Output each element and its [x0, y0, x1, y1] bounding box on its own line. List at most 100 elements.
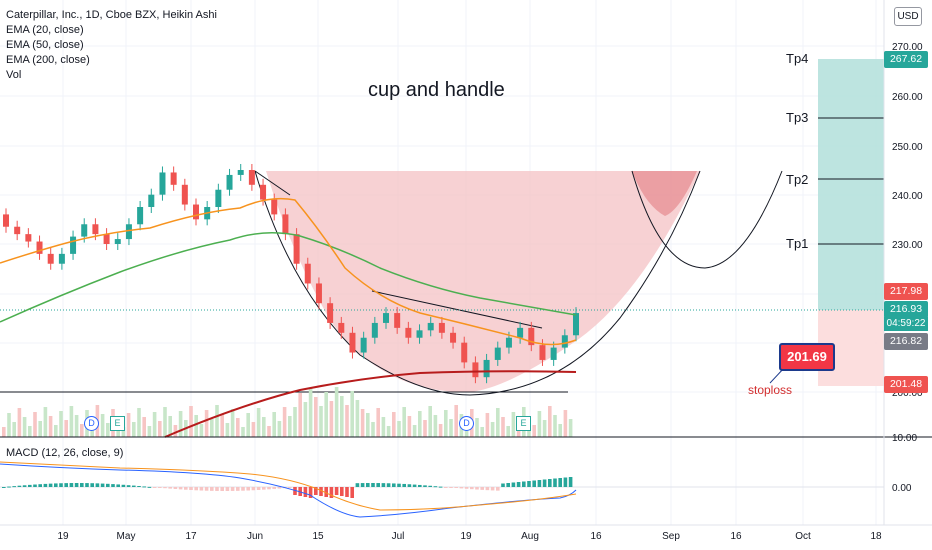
macd-hist-bar	[28, 484, 32, 487]
currency-button[interactable]: USD	[894, 7, 922, 26]
macd-hist-bar	[215, 487, 219, 491]
macd-line[interactable]	[0, 463, 577, 518]
macd-tick-10: 10.00	[892, 433, 917, 444]
macd-hist-bar	[470, 487, 474, 490]
indicator-legend: Caterpillar, Inc., 1D, Cboe BZX, Heikin …	[6, 8, 217, 83]
handle-projection-curve[interactable]	[631, 170, 783, 269]
candle-body	[14, 226, 21, 235]
volume-bar	[340, 396, 344, 437]
macd-hist-bar	[418, 484, 422, 487]
macd-hist-bar	[272, 487, 276, 489]
macd-hist-bar	[178, 487, 183, 490]
ema-50-line[interactable]	[0, 232, 577, 323]
candle-body	[327, 303, 334, 323]
candle-body	[438, 322, 445, 333]
time-tick-18: 18	[870, 531, 882, 542]
volume-bar	[282, 407, 287, 437]
cup-pattern-fill[interactable]	[266, 171, 700, 392]
legend-ema200[interactable]: EMA (200, close)	[6, 54, 90, 66]
candle-body	[58, 253, 65, 264]
macd-hist-bar	[490, 487, 495, 491]
candle-body	[3, 214, 9, 227]
volume-bar	[272, 412, 276, 437]
candle-body	[170, 172, 177, 185]
ema-200-line[interactable]	[164, 370, 577, 438]
volume-bar	[490, 422, 495, 437]
volume-bar	[241, 427, 245, 437]
candle-body	[293, 234, 300, 264]
macd-hist-bar	[501, 483, 505, 487]
macd-hist-bar	[314, 487, 318, 495]
handle-projection-fill[interactable]	[632, 171, 697, 216]
legend-ema20[interactable]: EMA (20, close)	[6, 24, 84, 36]
macd-hist-bar	[532, 480, 536, 487]
stoploss-value-box[interactable]: 201.69	[779, 343, 835, 371]
volume-bar	[236, 418, 240, 437]
target-zone[interactable]	[818, 59, 884, 310]
candle-body	[450, 332, 457, 343]
macd-hist-bar	[210, 487, 214, 491]
macd-hist-bar	[277, 487, 282, 489]
volume-bar	[537, 411, 542, 437]
candle-body	[103, 234, 110, 244]
macd-hist-bar	[137, 485, 141, 487]
volume-bar	[444, 410, 448, 437]
candle-body	[349, 332, 356, 353]
macd-hist-bar	[126, 485, 131, 487]
volume-bar	[568, 419, 573, 437]
symbol-title[interactable]: Caterpillar, Inc., 1D, Cboe BZX, Heikin …	[6, 9, 217, 21]
time-tick-oct: Oct	[795, 531, 811, 542]
volume-bar	[2, 427, 6, 437]
macd-hist-bar	[407, 484, 412, 487]
candle-body	[304, 263, 311, 284]
ema-20-line[interactable]	[0, 197, 577, 346]
legend-volume[interactable]: Vol	[6, 69, 22, 81]
macd-hist-bar	[22, 485, 27, 487]
legend-ema50[interactable]: EMA (50, close)	[6, 39, 84, 51]
cup-curve[interactable]	[254, 170, 701, 396]
macd-hist-bar	[111, 484, 115, 487]
rim-trendline[interactable]	[254, 170, 291, 196]
tp1-label[interactable]: Tp1	[786, 236, 809, 251]
macd-hist-bar	[43, 483, 48, 487]
time-tick-19: 19	[57, 531, 69, 542]
price-tick-240: 240.00	[892, 191, 923, 202]
volume-bar	[366, 413, 370, 437]
earnings-badge-1[interactable]: E	[110, 416, 125, 431]
volume-bar	[381, 417, 386, 437]
tp3-label[interactable]: Tp3	[786, 110, 809, 125]
candle-body	[427, 322, 434, 331]
macd-hist-bar	[12, 486, 16, 488]
heikin-ashi-candles[interactable]	[3, 164, 579, 384]
volume-bar	[173, 425, 178, 437]
time-tick-15: 15	[312, 531, 324, 542]
macd-legend[interactable]: MACD (12, 26, close, 9)	[6, 447, 124, 459]
volume-bar	[475, 418, 479, 437]
dividend-badge-1[interactable]: D	[84, 416, 99, 431]
tp2-label[interactable]: Tp2	[786, 172, 809, 187]
volume-bar	[178, 411, 183, 437]
macd-hist-bar	[262, 487, 266, 490]
macd-hist-bar	[412, 484, 417, 487]
macd-signal-line[interactable]	[0, 461, 577, 511]
macd-hist-bar	[475, 487, 479, 490]
volume-bar	[418, 411, 422, 437]
volume-bar	[329, 401, 334, 437]
volume-bar	[246, 413, 250, 437]
tp4-label[interactable]: Tp4	[786, 51, 809, 66]
macd-hist-bar	[33, 484, 37, 487]
macd-hist-bar	[459, 487, 464, 489]
stoploss-label[interactable]: stoploss	[748, 383, 793, 397]
earnings-badge-2[interactable]: E	[516, 416, 531, 431]
volume-bar	[454, 405, 458, 437]
pattern-annotation[interactable]: cup and handle	[368, 79, 505, 101]
current-price-tag: 216.93	[884, 301, 928, 318]
volume-bar	[548, 406, 552, 437]
volume-bar	[59, 411, 63, 437]
macd-hist-bar	[163, 487, 167, 489]
dividend-badge-2[interactable]: D	[459, 416, 474, 431]
time-tick-16b: 16	[730, 531, 742, 542]
volume-bar	[298, 393, 302, 437]
volume-bar	[80, 424, 84, 437]
